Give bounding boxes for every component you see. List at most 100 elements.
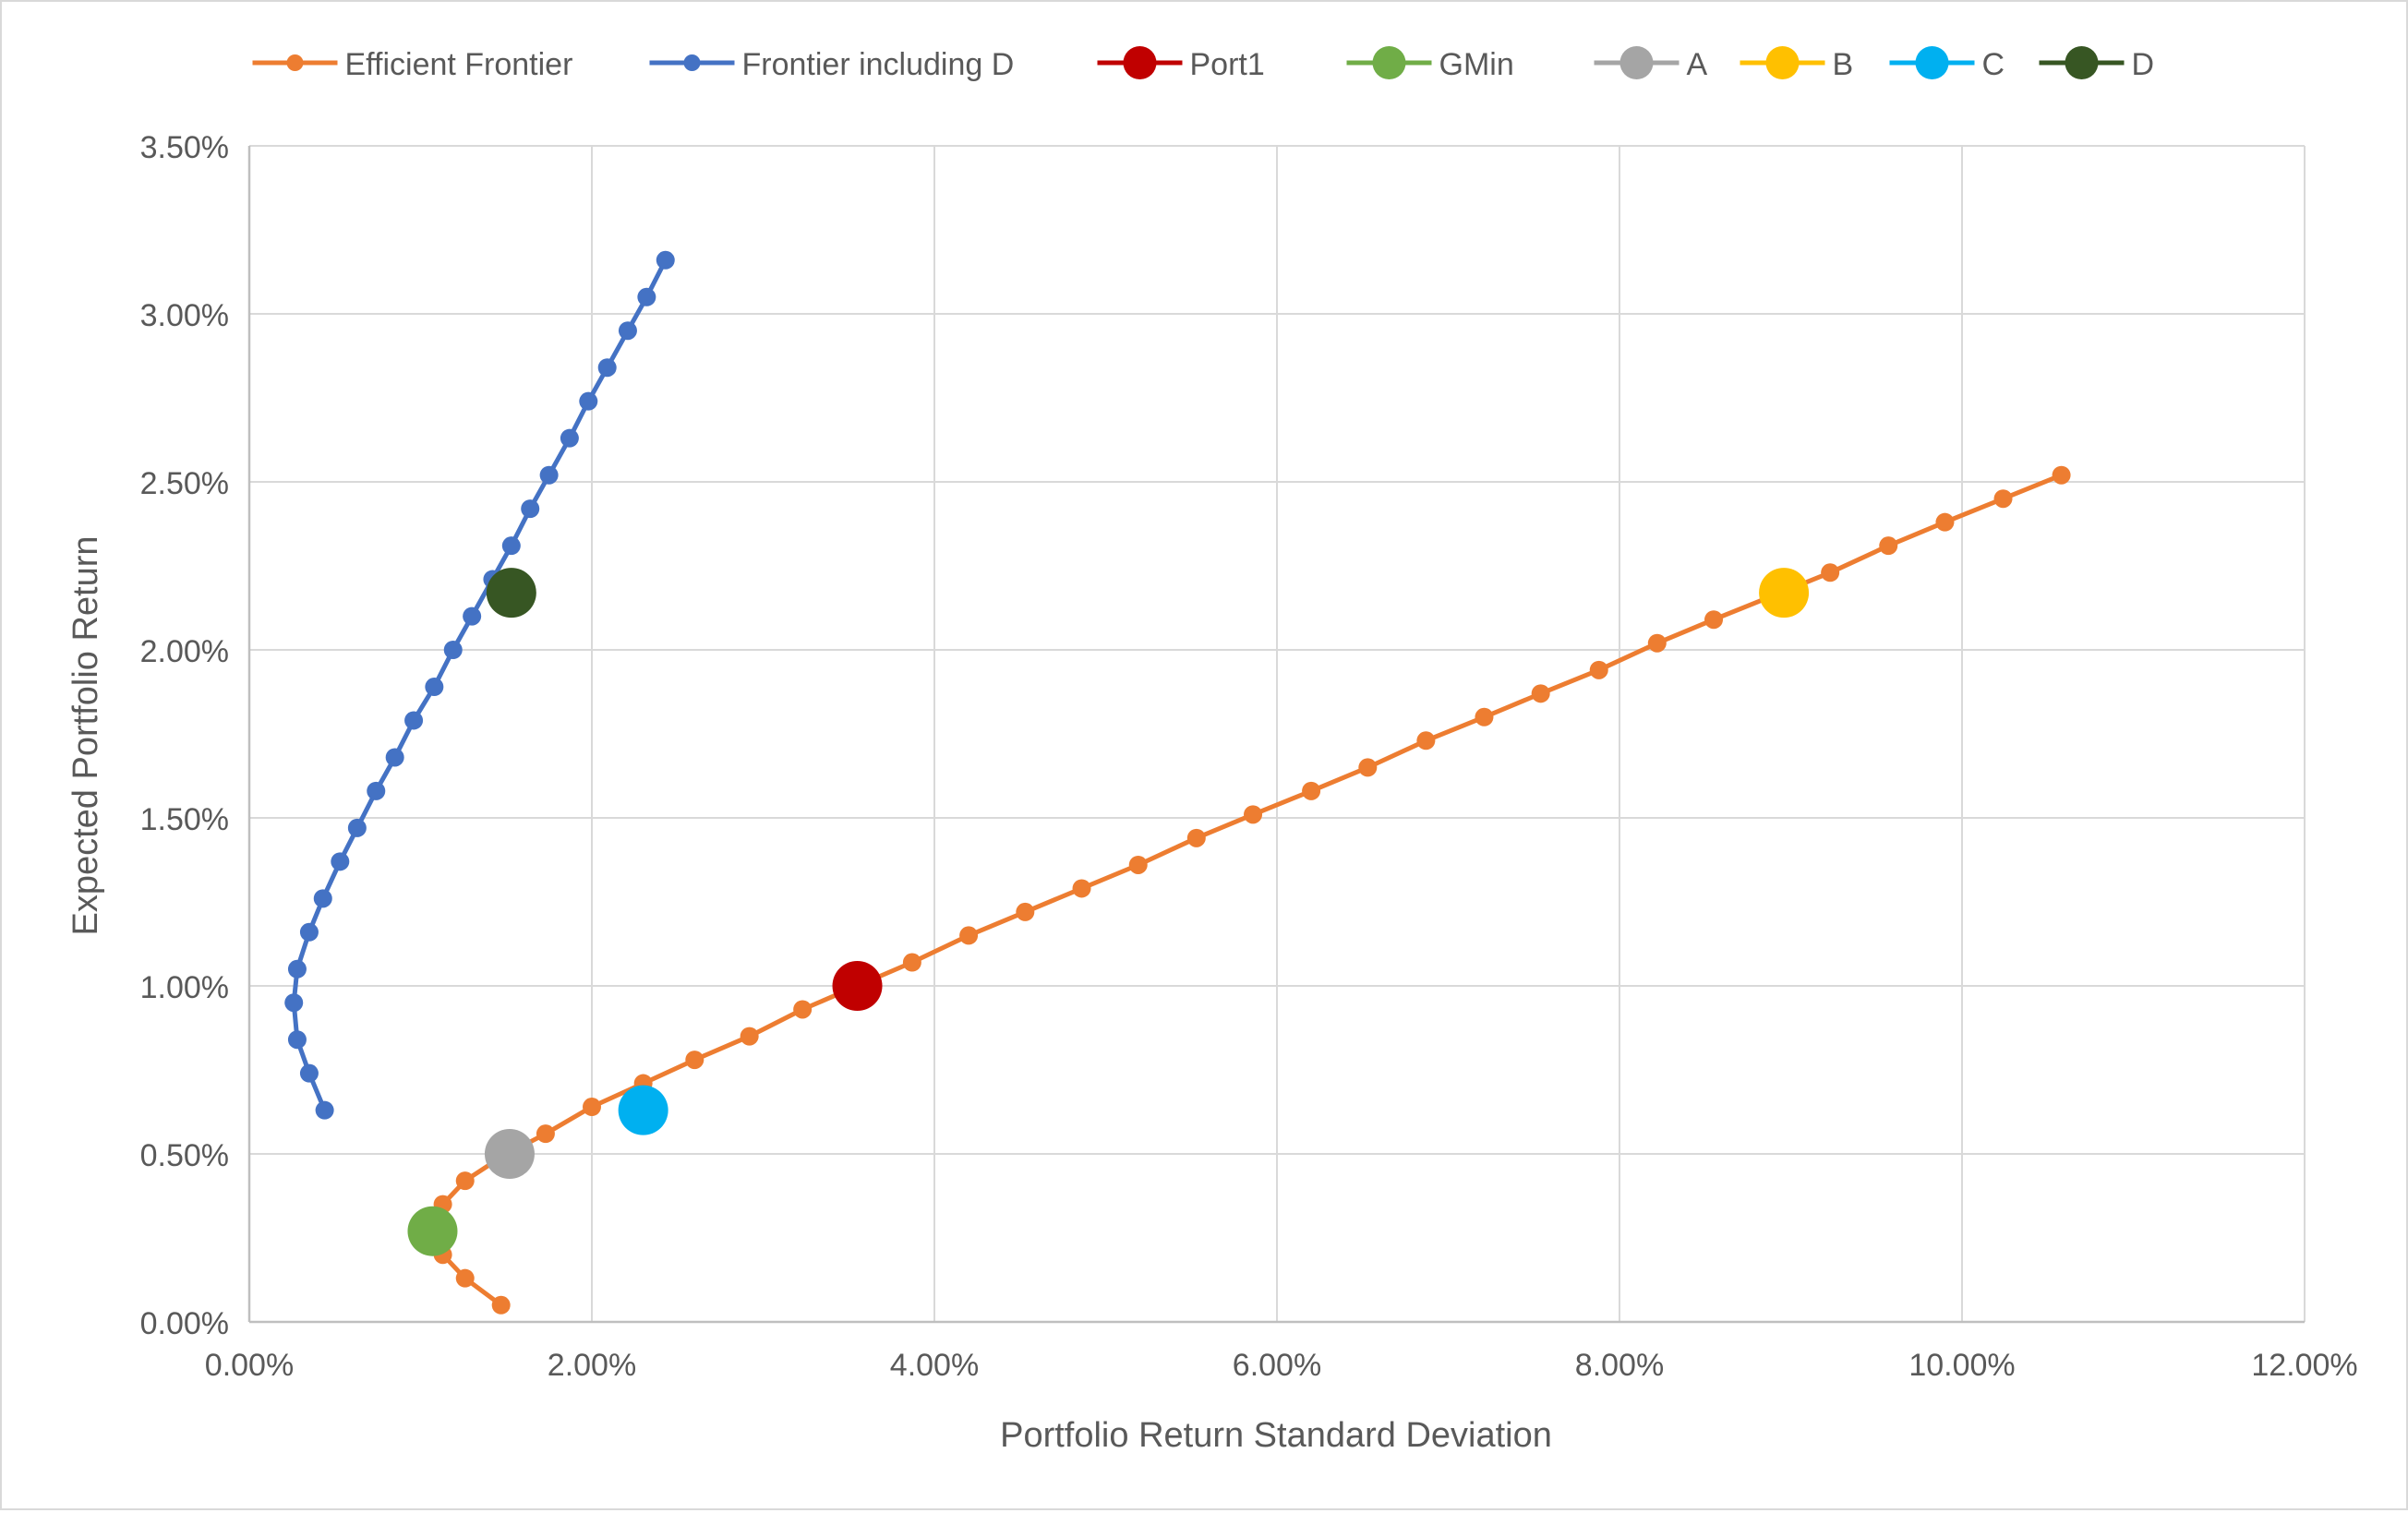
data-point	[484, 1129, 535, 1179]
legend-label: D	[2132, 47, 2155, 82]
y-axis-label: Expected Portfolio Return	[66, 535, 105, 935]
series-line	[291, 258, 668, 1111]
data-point	[1016, 902, 1035, 921]
legend-label: GMin	[1439, 47, 1514, 82]
data-point	[1186, 828, 1206, 847]
data-point	[656, 250, 675, 270]
data-point	[455, 1171, 475, 1191]
y-tick-label: 0.00%	[140, 1306, 229, 1341]
series-gmin	[407, 1206, 458, 1256]
data-point	[347, 818, 367, 837]
legend-item: A	[1594, 46, 1708, 82]
legend-swatch-marker	[1123, 46, 1157, 79]
data-point	[315, 1100, 334, 1120]
data-point	[367, 781, 386, 800]
data-point	[1647, 633, 1667, 653]
series-line	[430, 473, 2063, 1307]
data-point	[443, 641, 463, 659]
data-point	[501, 536, 521, 556]
data-point	[579, 391, 598, 411]
data-point	[287, 1030, 307, 1050]
data-point	[1821, 563, 1840, 582]
series-efficient-frontier	[423, 465, 2071, 1315]
data-point	[902, 953, 921, 972]
legend-label: C	[1982, 47, 2005, 82]
y-tick-label: 0.50%	[140, 1138, 229, 1173]
data-point	[1879, 536, 1898, 556]
data-point	[1416, 731, 1436, 750]
data-point	[299, 922, 319, 942]
axes: 0.00% 0.50% 1.00% 1.50% 2.00% 2.50% 3.00% 3.50%…	[140, 130, 2358, 1383]
x-tick-label: 0.00%	[205, 1348, 294, 1383]
data-point	[331, 852, 350, 871]
data-point	[637, 287, 656, 306]
legend-label: B	[1833, 47, 1854, 82]
legend-item: D	[2039, 46, 2155, 82]
legend-item: Frontier including D	[649, 47, 1015, 82]
data-point	[1302, 781, 1321, 800]
y-tick-label: 1.50%	[140, 802, 229, 837]
legend-swatch-marker	[683, 54, 701, 71]
data-point	[618, 321, 637, 341]
data-point	[521, 499, 540, 519]
data-point	[407, 1206, 458, 1256]
data-point	[583, 1098, 601, 1117]
data-point	[463, 606, 482, 626]
data-point	[685, 1051, 704, 1070]
data-point	[299, 1063, 319, 1083]
series-d	[486, 568, 536, 618]
y-tick-label: 2.50%	[140, 466, 229, 501]
x-tick-label: 10.00%	[1908, 1348, 2015, 1383]
y-tick-label: 2.00%	[140, 634, 229, 669]
data-point	[832, 961, 883, 1011]
data-point	[385, 748, 404, 767]
x-tick-label: 6.00%	[1233, 1348, 1321, 1383]
legend-swatch-marker	[1915, 46, 1949, 79]
x-tick-label: 2.00%	[548, 1348, 636, 1383]
gridlines	[248, 145, 2306, 1323]
legend-item: C	[1889, 46, 2005, 82]
data-point	[1531, 684, 1550, 703]
x-tick-label: 8.00%	[1575, 1348, 1664, 1383]
legend-swatch-marker	[1765, 46, 1800, 79]
x-axis-label: Portfolio Return Standard Deviation	[1000, 1416, 1552, 1455]
data-point	[539, 465, 559, 485]
series-port1	[832, 961, 883, 1011]
legend-label: A	[1687, 47, 1708, 82]
legend-item: B	[1740, 46, 1854, 82]
data-point	[1589, 660, 1608, 679]
legend-swatch-marker	[1372, 46, 1406, 79]
series-layer	[284, 250, 2071, 1315]
legend-label: Frontier including D	[742, 47, 1015, 82]
legend-label: Efficient Frontier	[345, 47, 573, 82]
data-point	[740, 1027, 759, 1046]
series-frontier-including-d	[284, 250, 675, 1120]
y-tick-label: 3.00%	[140, 298, 229, 333]
legend-item: GMin	[1346, 46, 1514, 82]
series-a	[484, 1129, 535, 1179]
data-point	[793, 1000, 813, 1019]
data-point	[1704, 610, 1724, 630]
data-point	[1244, 805, 1263, 824]
legend-item: Efficient Frontier	[252, 47, 573, 82]
data-point	[455, 1268, 475, 1288]
data-point	[287, 959, 307, 979]
legend-label: Port1	[1190, 47, 1265, 82]
y-tick-label: 3.50%	[140, 130, 229, 165]
data-point	[2052, 465, 2071, 485]
data-point	[284, 993, 304, 1013]
data-point	[491, 1295, 511, 1315]
data-point	[1935, 512, 1955, 532]
data-point	[313, 889, 332, 908]
data-point	[1475, 707, 1494, 726]
data-point	[1759, 568, 1810, 618]
data-point	[404, 711, 424, 730]
legend-swatch-marker	[2065, 46, 2099, 79]
data-point	[425, 678, 444, 697]
series-c	[618, 1085, 668, 1135]
data-point	[618, 1085, 668, 1135]
data-point	[959, 926, 979, 945]
legend-swatch-marker	[286, 54, 304, 71]
y-tick-label: 1.00%	[140, 970, 229, 1005]
